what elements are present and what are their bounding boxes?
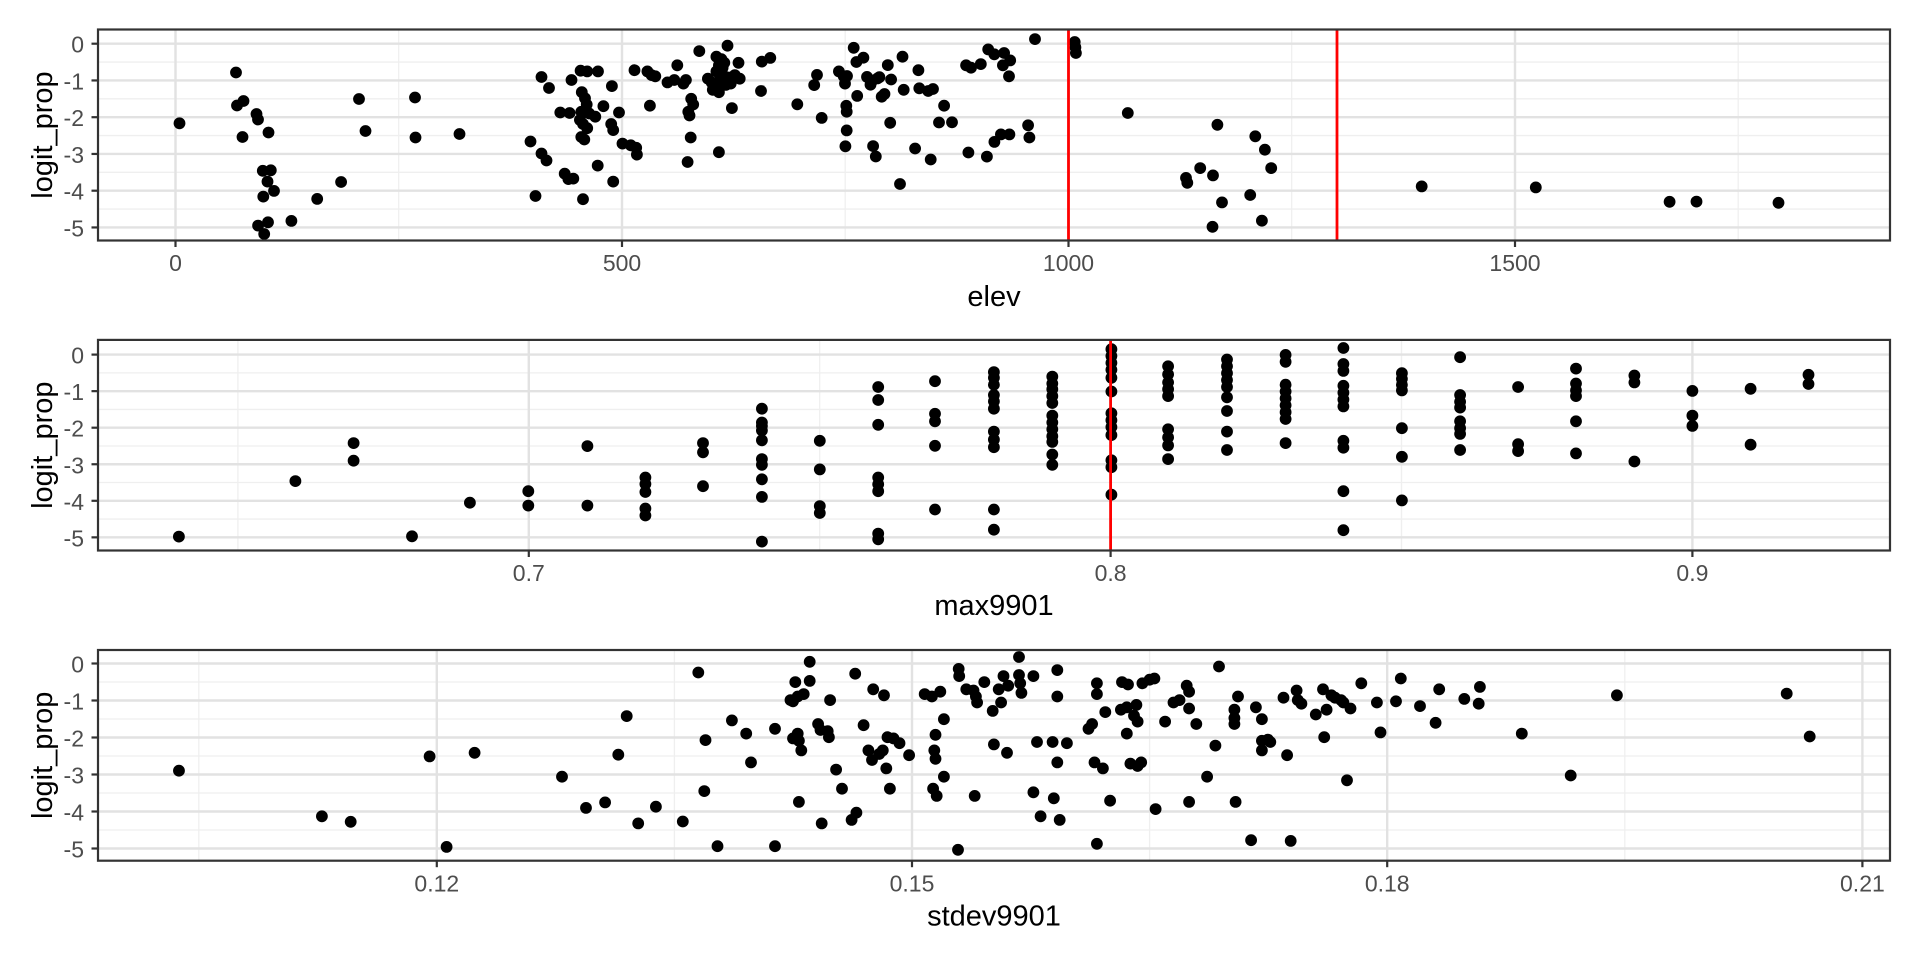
svg-text:0: 0 — [169, 250, 182, 276]
svg-text:0.9: 0.9 — [1676, 560, 1708, 586]
svg-text:logit_prop: logit_prop — [27, 71, 59, 198]
svg-text:0.21: 0.21 — [1840, 870, 1885, 896]
svg-text:-1: -1 — [64, 689, 84, 715]
svg-text:0.18: 0.18 — [1365, 870, 1410, 896]
svg-text:0: 0 — [71, 652, 84, 678]
svg-text:0: 0 — [71, 32, 84, 58]
svg-text:-4: -4 — [64, 489, 85, 515]
svg-text:-1: -1 — [64, 379, 84, 405]
svg-text:-3: -3 — [64, 763, 84, 789]
svg-text:-3: -3 — [64, 142, 84, 168]
svg-text:-3: -3 — [64, 452, 84, 478]
svg-text:-2: -2 — [64, 416, 84, 442]
svg-text:-1: -1 — [64, 68, 84, 94]
svg-text:max9901: max9901 — [934, 590, 1053, 622]
svg-text:-5: -5 — [64, 837, 84, 863]
svg-text:-5: -5 — [64, 215, 84, 241]
svg-text:500: 500 — [603, 250, 641, 276]
svg-text:0.7: 0.7 — [513, 560, 545, 586]
svg-text:1000: 1000 — [1043, 250, 1094, 276]
svg-text:0.15: 0.15 — [890, 870, 935, 896]
svg-text:elev: elev — [967, 281, 1021, 313]
svg-text:1500: 1500 — [1489, 250, 1540, 276]
svg-text:-4: -4 — [64, 179, 85, 205]
svg-text:0.8: 0.8 — [1095, 560, 1127, 586]
svg-text:0: 0 — [71, 343, 84, 369]
svg-text:-5: -5 — [64, 525, 84, 551]
svg-text:stdev9901: stdev9901 — [927, 901, 1061, 933]
svg-text:0.12: 0.12 — [414, 870, 459, 896]
svg-text:logit_prop: logit_prop — [27, 692, 59, 819]
svg-text:-4: -4 — [64, 800, 85, 826]
svg-text:-2: -2 — [64, 105, 84, 131]
svg-text:-2: -2 — [64, 726, 84, 752]
svg-text:logit_prop: logit_prop — [27, 382, 59, 509]
